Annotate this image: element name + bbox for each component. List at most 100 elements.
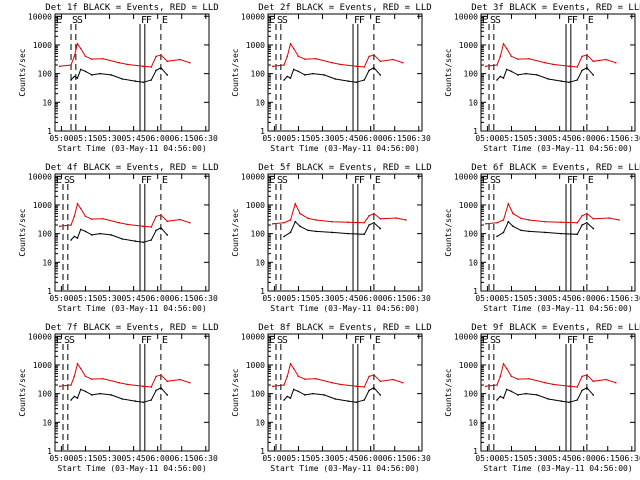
series-line-events (283, 387, 381, 403)
data-point (586, 66, 588, 69)
x-tick-label: 06:30 (620, 454, 640, 463)
x-axis-label: Start Time (03-May-11 04:56:00) (483, 464, 632, 473)
y-tick-label: 1000 (459, 41, 478, 50)
x-tick-label: 06:00 (572, 134, 596, 143)
series-line-lld (59, 362, 190, 388)
time-marker-letter: E (375, 15, 381, 26)
data-point (160, 374, 162, 376)
data-point (581, 69, 583, 72)
series-line-events (496, 220, 594, 237)
data-point (368, 224, 370, 226)
x-tick-label: 05:00 (475, 454, 499, 463)
data-point (496, 79, 498, 81)
time-marker-letter: E (375, 175, 381, 186)
x-tick-label: 05:45 (548, 294, 572, 303)
data-point (84, 375, 87, 378)
series-line-events (70, 227, 168, 243)
panel-title: Det 2f BLACK = Events, RED = LLD (258, 3, 431, 13)
plot-frame (480, 13, 636, 132)
data-point (142, 81, 145, 84)
data-point (581, 375, 583, 378)
time-marker-letter: E (588, 15, 594, 26)
data-point (289, 231, 292, 234)
data-point (499, 55, 502, 58)
data-point (614, 381, 617, 384)
y-tick-label: 10 (468, 258, 478, 267)
y-tick-label: 1000 (246, 41, 265, 50)
x-tick-label: 05:30 (97, 134, 121, 143)
data-point (586, 374, 588, 376)
data-point (502, 42, 505, 45)
data-point (297, 70, 300, 73)
time-marker-letter: F (567, 335, 573, 346)
data-point (379, 217, 382, 220)
x-tick-label: 05:00 (262, 294, 286, 303)
data-point (79, 68, 82, 71)
data-point (292, 388, 295, 391)
x-tick-label: 06:30 (407, 454, 431, 463)
y-axis-label: Counts/sec (18, 368, 27, 416)
data-point (79, 228, 82, 231)
data-point (315, 230, 317, 233)
data-point (289, 77, 292, 79)
data-point (150, 399, 153, 401)
y-tick-label: 1 (47, 287, 52, 296)
time-marker-letter: S (277, 15, 283, 26)
x-tick-label: 05:00 (475, 294, 499, 303)
time-marker-letter: S (490, 175, 496, 186)
data-point (560, 80, 563, 82)
time-marker-letter: S (282, 175, 288, 186)
data-point (505, 68, 508, 71)
data-point (512, 212, 514, 215)
x-tick-label: 05:30 (310, 454, 334, 463)
data-point (363, 66, 366, 68)
data-point (102, 377, 104, 380)
data-point (505, 367, 508, 370)
data-point (283, 64, 285, 66)
data-point (84, 55, 87, 58)
x-tick-label: 06:30 (194, 454, 218, 463)
plot-frame (54, 173, 210, 292)
data-point (544, 61, 546, 64)
data-point (547, 78, 550, 80)
plot-frame (267, 13, 423, 132)
data-point (76, 237, 79, 239)
y-tick-label: 1000 (33, 41, 52, 50)
data-point (323, 394, 325, 396)
x-tick-label: 06:00 (572, 294, 596, 303)
time-marker-letter: F (141, 175, 147, 186)
x-tick-label: 06:15 (383, 454, 407, 463)
time-marker-letter: E (162, 175, 168, 186)
data-point (568, 65, 571, 68)
data-point (99, 232, 101, 235)
data-point (304, 74, 306, 76)
data-point (59, 65, 61, 68)
time-marker-letter: F (354, 15, 360, 26)
data-point (485, 223, 487, 225)
x-tick-label: 05:30 (310, 294, 334, 303)
y-axis-label: Counts/sec (444, 368, 453, 416)
data-point (166, 60, 169, 63)
data-point (286, 395, 289, 398)
x-tick-label: 06:00 (146, 294, 170, 303)
data-point (334, 398, 337, 400)
time-marker-letter: S (277, 335, 283, 346)
data-point (618, 219, 620, 221)
data-point (502, 219, 505, 221)
x-tick-label: 05:45 (548, 134, 572, 143)
data-point (368, 375, 370, 378)
data-point (592, 74, 595, 76)
data-point (510, 375, 513, 378)
data-point (507, 202, 510, 205)
data-point (134, 400, 137, 402)
data-point (299, 225, 301, 228)
data-point (297, 390, 300, 393)
x-tick-label: 05:45 (335, 134, 359, 143)
data-point (363, 79, 366, 81)
y-tick-label: 10000 (454, 12, 478, 21)
data-point (586, 54, 588, 56)
data-point (79, 207, 82, 210)
x-tick-label: 05:45 (122, 134, 146, 143)
y-tick-label: 1 (260, 287, 265, 296)
time-marker-letter: S (64, 335, 70, 346)
